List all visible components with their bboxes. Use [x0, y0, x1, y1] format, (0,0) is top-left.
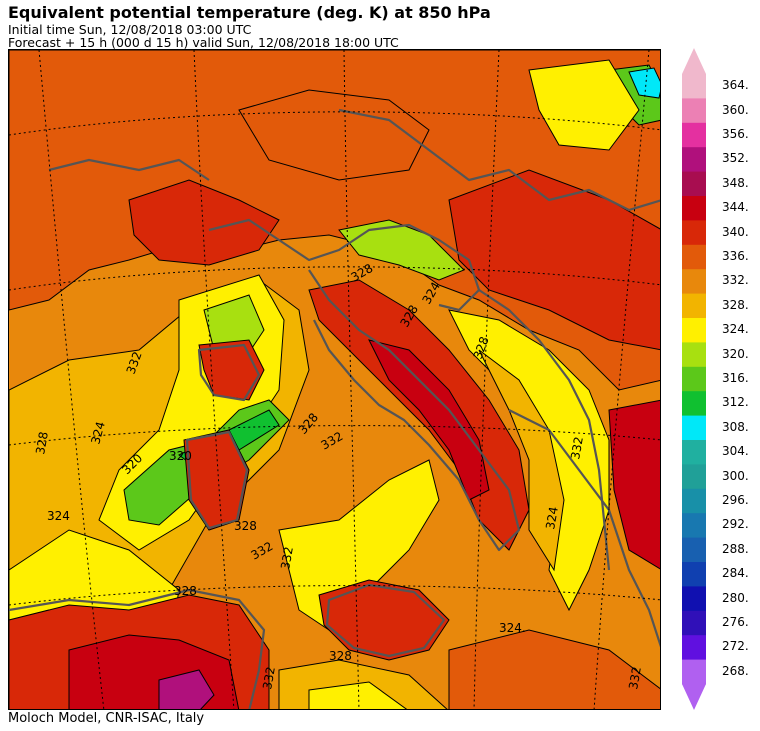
legend-bar: [682, 48, 706, 710]
legend-label: 276.: [722, 615, 749, 629]
legend-cap-bottom: [682, 684, 706, 710]
contour-label: 332: [278, 546, 296, 571]
contour-label: 324.: [499, 621, 526, 635]
legend-swatch: [682, 220, 706, 246]
graticule: [9, 50, 660, 709]
forecast-valid-time: Forecast + 15 h (000 d 15 h) valid Sun, …: [8, 35, 399, 50]
legend-swatch: [682, 464, 706, 490]
color-legend: 364. 360. 356. 352. 348. 344. 340. 336. 332. 328.…: [676, 44, 760, 714]
legend-swatch: [682, 366, 706, 392]
legend-swatch: [682, 391, 706, 417]
legend-swatch: [682, 122, 706, 148]
legend-label: 296.: [722, 493, 749, 507]
legend-swatch: [682, 342, 706, 368]
legend-label: 332.: [722, 273, 749, 288]
region-308-northeast: [628, 67, 660, 99]
legend-label: 352.: [722, 151, 749, 166]
initial-time: Initial time Sun, 12/08/2018 03:00 UTC: [8, 22, 252, 37]
legend-label: 324.: [722, 322, 749, 337]
legend-label: 336.: [722, 249, 749, 263]
legend-swatch: [682, 196, 706, 221]
legend-swatch: [682, 562, 706, 587]
legend-label: 360.: [722, 102, 749, 117]
region-344-east: [608, 399, 660, 570]
legend-swatch: [682, 537, 706, 563]
legend-label: 328.: [722, 297, 749, 312]
legend-label: 288.: [722, 541, 749, 556]
region-344-italy: [368, 339, 490, 501]
legend-swatch: [682, 147, 706, 173]
region-352-southwest: [158, 669, 215, 709]
legend-label: 292.: [722, 517, 749, 532]
legend-label: 344.: [722, 200, 749, 215]
legend-swatch: [682, 440, 706, 465]
weather-map: 328 332 324 320 328 328 332 324 332 328 …: [8, 49, 661, 710]
region-336-alps: [238, 89, 430, 181]
region-340-island-south: [183, 429, 250, 531]
region-340-island: [198, 339, 265, 401]
legend-swatch: [682, 318, 706, 343]
region-324-south-sea: [308, 681, 408, 709]
legend-swatch: [682, 293, 706, 319]
map-canvas: 328 332 324 320 328 328 332 324 332 328 …: [9, 50, 660, 709]
legend-label: 316.: [722, 371, 749, 385]
region-328-adriatic: [478, 349, 565, 572]
legend-cap-top: [682, 48, 706, 74]
contour-label: 324: [543, 506, 561, 531]
legend-swatch: [682, 610, 706, 636]
region-324-central: [278, 459, 440, 631]
legend-label: 356.: [722, 127, 749, 141]
legend-swatch: [682, 586, 706, 612]
legend-swatch: [682, 98, 706, 124]
legend-swatch: [682, 659, 706, 685]
legend-swatch: [682, 171, 706, 197]
region-332-south-sea: [448, 629, 660, 709]
legend-label: 308.: [722, 419, 749, 434]
map-title: Equivalent potential temperature (deg. K…: [8, 3, 491, 22]
legend-label: 280.: [722, 590, 749, 605]
legend-swatch: [682, 488, 706, 514]
legend-label: 304.: [722, 444, 749, 459]
legend-label: 364.: [722, 78, 749, 93]
contour-label: 328: [329, 649, 352, 663]
contour-label: 332: [260, 666, 278, 691]
contour-label: 328: [174, 584, 197, 598]
legend-swatch: [682, 74, 706, 99]
contour-label: 324: [47, 509, 70, 523]
region-316-po: [338, 219, 465, 281]
legend-swatch: [682, 513, 706, 539]
legend-label: 320.: [722, 346, 749, 361]
contour-label: 328: [33, 431, 51, 456]
legend-swatch: [682, 244, 706, 270]
legend-label: 268.: [722, 663, 749, 678]
legend-label: 272.: [722, 639, 749, 654]
contour-label: 328: [234, 519, 257, 533]
legend-label: 348.: [722, 175, 749, 190]
contour-label: 332: [626, 666, 644, 691]
model-credit: Moloch Model, CNR-ISAC, Italy: [8, 711, 205, 726]
legend-label: 340.: [722, 224, 749, 239]
legend-label: 300.: [722, 468, 749, 483]
contour-label: 324: [88, 420, 107, 446]
legend-label: 312.: [722, 395, 749, 410]
legend-swatch: [682, 269, 706, 295]
legend-swatch: [682, 415, 706, 441]
region-340-south: [318, 579, 450, 661]
region-324-northeast: [528, 59, 640, 151]
region-340-north: [128, 179, 280, 266]
contour-label: 332: [568, 436, 586, 461]
contour-label: 320: [169, 449, 192, 463]
legend-swatch: [682, 635, 706, 661]
legend-label: 284.: [722, 566, 749, 581]
